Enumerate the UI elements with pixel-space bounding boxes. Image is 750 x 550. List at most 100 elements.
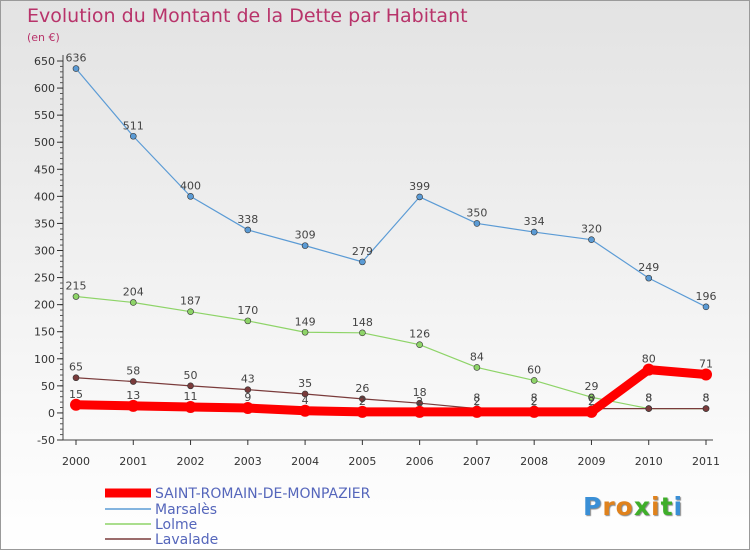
- data-point: [356, 405, 369, 418]
- data-label: 149: [295, 315, 316, 328]
- y-tick-label: 450: [34, 163, 55, 176]
- data-point: [473, 364, 481, 371]
- data-label: 8: [703, 392, 710, 405]
- data-point: [416, 341, 423, 349]
- data-label: 399: [409, 180, 430, 193]
- data-label: 249: [638, 261, 659, 274]
- series-line-2: [75, 295, 707, 410]
- x-tick-label: 2003: [234, 455, 262, 468]
- data-point: [187, 382, 194, 390]
- data-point: [72, 374, 80, 382]
- data-point: [702, 405, 710, 412]
- data-label: 2: [473, 395, 480, 408]
- data-label: 126: [409, 328, 430, 341]
- data-label: 65: [69, 361, 83, 374]
- y-tick-label: 550: [34, 109, 55, 122]
- x-tick-label: 2010: [635, 455, 663, 468]
- data-label: 13: [126, 389, 140, 402]
- data-label: 84: [470, 350, 484, 363]
- data-label: 334: [524, 215, 545, 228]
- data-point: [72, 65, 80, 72]
- data-point: [645, 274, 653, 282]
- data-label: 60: [527, 363, 541, 376]
- data-label: 4: [302, 394, 309, 407]
- data-point: [187, 193, 194, 200]
- data-point: [184, 400, 197, 413]
- data-label: 58: [126, 365, 140, 378]
- y-tick-label: 100: [34, 353, 55, 366]
- data-label: 2: [588, 395, 595, 408]
- legend-label: SAINT-ROMAIN-DE-MONPAZIER: [155, 486, 371, 502]
- unit-label: (en €): [27, 31, 60, 44]
- data-point: [359, 395, 366, 403]
- chart-title: Evolution du Montant de la Dette par Hab…: [27, 5, 468, 27]
- y-tick-label: 300: [34, 245, 55, 258]
- data-point: [241, 402, 254, 415]
- data-label: 320: [581, 223, 602, 236]
- data-label: 50: [184, 369, 198, 382]
- data-point: [359, 258, 366, 266]
- data-label: 11: [184, 390, 198, 403]
- data-point: [244, 226, 252, 234]
- x-tick-label: 2002: [177, 455, 205, 468]
- y-tick-label: 50: [41, 380, 55, 393]
- proxiti-logo: Proxiti: [583, 492, 684, 521]
- y-tick-label: 600: [34, 82, 55, 95]
- data-label: 2: [416, 395, 423, 408]
- x-tick-label: 2001: [119, 455, 147, 468]
- data-point: [645, 405, 653, 412]
- data-point: [129, 378, 137, 385]
- data-point: [301, 390, 309, 398]
- x-tick-label: 2009: [577, 455, 605, 468]
- x-tick-label: 2006: [406, 455, 434, 468]
- x-tick-label: 2004: [291, 455, 319, 468]
- data-label: 35: [298, 377, 312, 390]
- data-label: 636: [66, 52, 87, 65]
- x-tick-label: 2007: [463, 455, 491, 468]
- data-point: [473, 220, 481, 227]
- data-point: [588, 393, 595, 401]
- data-label: 170: [237, 304, 258, 317]
- data-label: 148: [352, 316, 373, 329]
- series-line-1: [75, 67, 707, 308]
- data-point: [413, 405, 426, 418]
- data-label: 8: [588, 392, 595, 405]
- x-tick-label: 2011: [692, 455, 720, 468]
- data-label: 9: [244, 391, 251, 404]
- data-label: 8: [645, 392, 652, 405]
- data-label: 8: [531, 392, 538, 405]
- data-label: 215: [66, 280, 87, 293]
- y-tick-label: 250: [34, 272, 55, 285]
- data-label: 8: [703, 392, 710, 405]
- data-point: [301, 242, 309, 249]
- data-label: 279: [352, 245, 373, 258]
- data-point: [359, 329, 366, 337]
- data-label: 338: [237, 213, 258, 226]
- x-tick-label: 2000: [62, 455, 90, 468]
- data-point: [301, 328, 309, 336]
- x-tick-label: 2005: [348, 455, 376, 468]
- data-label: 8: [645, 392, 652, 405]
- data-point: [129, 132, 137, 140]
- y-tick-label: 0: [48, 407, 55, 420]
- legend-label: Lavalade: [155, 532, 218, 548]
- data-point: [700, 368, 712, 381]
- y-tick-label: 150: [34, 326, 55, 339]
- data-label: 400: [180, 179, 201, 192]
- data-point: [642, 363, 655, 376]
- data-label: 43: [241, 373, 255, 386]
- data-point: [530, 228, 538, 236]
- data-label: 29: [584, 380, 598, 393]
- y-tick-label: 200: [34, 299, 55, 312]
- y-tick-label: 500: [34, 136, 55, 149]
- data-label: 196: [696, 290, 717, 303]
- data-label: 204: [123, 285, 144, 298]
- y-tick-label: 400: [34, 190, 55, 203]
- data-label: 2: [531, 395, 538, 408]
- data-point: [72, 293, 80, 300]
- y-tick-label: 350: [34, 217, 55, 230]
- data-point: [244, 317, 252, 325]
- data-point: [129, 299, 137, 306]
